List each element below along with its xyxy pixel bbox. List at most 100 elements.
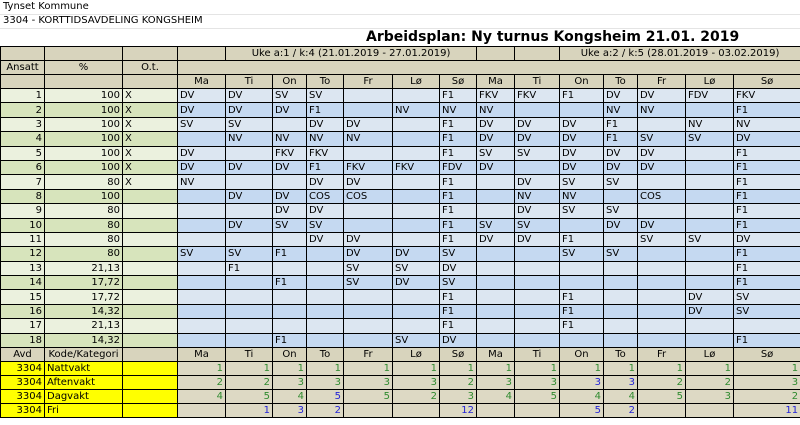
shift-cell[interactable]: SV [637, 131, 687, 147]
shift-cell[interactable] [603, 260, 639, 277]
shift-cell[interactable]: F1 [438, 289, 478, 305]
shift-cell[interactable]: NV [637, 102, 687, 118]
shift-cell[interactable]: DV [306, 231, 344, 248]
shift-cell[interactable] [343, 318, 393, 334]
shift-cell[interactable] [559, 102, 605, 118]
shift-cell[interactable] [476, 260, 516, 277]
shift-cell[interactable]: DV [733, 131, 800, 147]
shift-cell[interactable]: COS [637, 188, 687, 205]
shift-cell[interactable]: SV [225, 246, 273, 262]
shift-cell[interactable]: FKV [343, 159, 393, 176]
shift-cell[interactable]: SV [476, 145, 516, 161]
shift-cell[interactable]: SV [272, 87, 307, 104]
shift-cell[interactable]: F1 [733, 217, 800, 233]
shift-cell[interactable]: DV [343, 246, 393, 262]
shift-cell[interactable] [733, 318, 800, 334]
shift-cell[interactable]: DV [343, 116, 393, 133]
shift-cell[interactable]: F1 [438, 231, 478, 248]
shift-cell[interactable]: F1 [733, 102, 800, 118]
shift-cell[interactable]: NV [306, 131, 344, 147]
shift-cell[interactable]: DV [637, 159, 687, 176]
shift-cell[interactable]: F1 [225, 260, 273, 277]
shift-cell[interactable]: DV [685, 303, 735, 320]
shift-cell[interactable]: F1 [559, 231, 605, 248]
shift-cell[interactable] [514, 318, 561, 334]
shift-cell[interactable]: DV [177, 145, 226, 161]
shift-cell[interactable]: DV [306, 174, 344, 190]
shift-cell[interactable]: SV [392, 332, 440, 349]
shift-cell[interactable] [225, 145, 273, 161]
shift-cell[interactable] [177, 203, 226, 219]
shift-cell[interactable] [685, 188, 735, 205]
shift-cell[interactable] [343, 145, 393, 161]
shift-cell[interactable]: DV [177, 159, 226, 176]
shift-cell[interactable] [637, 174, 687, 190]
shift-cell[interactable] [272, 174, 307, 190]
shift-cell[interactable]: F1 [733, 174, 800, 190]
shift-cell[interactable] [392, 217, 440, 233]
shift-cell[interactable]: DV [476, 131, 516, 147]
shift-cell[interactable]: SV [559, 246, 605, 262]
shift-cell[interactable]: SV [177, 246, 226, 262]
shift-cell[interactable]: FDV [685, 87, 735, 104]
shift-cell[interactable]: DV [514, 203, 561, 219]
shift-cell[interactable] [685, 203, 735, 219]
shift-cell[interactable]: DV [514, 131, 561, 147]
shift-cell[interactable]: NV [733, 116, 800, 133]
shift-cell[interactable]: F1 [559, 303, 605, 320]
shift-cell[interactable]: FKV [272, 145, 307, 161]
shift-cell[interactable] [514, 246, 561, 262]
shift-cell[interactable] [343, 217, 393, 233]
shift-cell[interactable]: F1 [603, 131, 639, 147]
shift-cell[interactable]: DV [392, 246, 440, 262]
shift-cell[interactable]: F1 [438, 203, 478, 219]
shift-cell[interactable] [392, 203, 440, 219]
shift-cell[interactable]: F1 [559, 87, 605, 104]
shift-cell[interactable] [225, 231, 273, 248]
shift-cell[interactable]: DV [392, 275, 440, 291]
shift-cell[interactable] [514, 102, 561, 118]
shift-cell[interactable]: DV [637, 145, 687, 161]
shift-cell[interactable]: SV [177, 116, 226, 133]
shift-cell[interactable] [272, 303, 307, 320]
shift-cell[interactable]: SV [476, 217, 516, 233]
shift-cell[interactable] [637, 275, 687, 291]
shift-cell[interactable]: F1 [438, 174, 478, 190]
shift-cell[interactable]: SV [559, 174, 605, 190]
shift-cell[interactable] [272, 289, 307, 305]
shift-cell[interactable]: F1 [272, 275, 307, 291]
shift-cell[interactable]: NV [514, 188, 561, 205]
shift-cell[interactable] [637, 318, 687, 334]
shift-cell[interactable]: F1 [559, 289, 605, 305]
shift-cell[interactable]: DV [272, 102, 307, 118]
shift-cell[interactable] [392, 188, 440, 205]
shift-cell[interactable]: DV [177, 87, 226, 104]
shift-cell[interactable] [514, 289, 561, 305]
shift-cell[interactable]: DV [637, 87, 687, 104]
shift-cell[interactable] [225, 174, 273, 190]
shift-cell[interactable] [514, 275, 561, 291]
shift-cell[interactable]: FKV [306, 145, 344, 161]
shift-cell[interactable] [603, 275, 639, 291]
shift-cell[interactable]: F1 [438, 318, 478, 334]
shift-cell[interactable]: NV [438, 102, 478, 118]
shift-cell[interactable]: F1 [438, 131, 478, 147]
shift-cell[interactable]: FKV [476, 87, 516, 104]
shift-cell[interactable]: FDV [438, 159, 478, 176]
shift-cell[interactable]: SV [392, 260, 440, 277]
shift-cell[interactable]: NV [392, 102, 440, 118]
shift-cell[interactable]: DV [343, 231, 393, 248]
shift-cell[interactable] [306, 332, 344, 349]
shift-cell[interactable]: DV [225, 217, 273, 233]
shift-cell[interactable] [392, 289, 440, 305]
shift-cell[interactable]: F1 [733, 260, 800, 277]
shift-cell[interactable]: SV [733, 303, 800, 320]
shift-cell[interactable]: NV [476, 102, 516, 118]
shift-cell[interactable] [603, 188, 639, 205]
shift-cell[interactable]: DV [603, 217, 639, 233]
shift-cell[interactable] [637, 203, 687, 219]
shift-cell[interactable]: NV [343, 131, 393, 147]
shift-cell[interactable] [225, 275, 273, 291]
shift-cell[interactable] [603, 318, 639, 334]
shift-cell[interactable]: F1 [733, 159, 800, 176]
